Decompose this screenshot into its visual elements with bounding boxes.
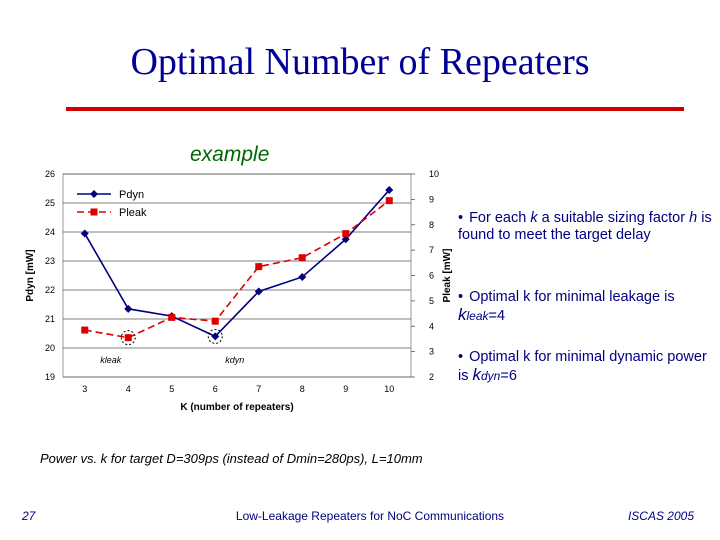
annotation-circle-kleak [120,330,136,346]
data-point-pleak [342,230,350,238]
figure-caption: Power vs. k for target D=309ps (instead … [40,451,423,466]
y-left-tick-label: 23 [45,256,55,266]
x-tick-label: 10 [384,384,394,394]
x-tick-label: 7 [256,384,261,394]
data-point-pleak [124,334,132,342]
slide-subtitle: example [190,143,270,166]
y-left-tick-label: 21 [45,314,55,324]
bullet-dynamic: • Optimal k for minimal dynamic power is … [458,349,707,384]
data-point-pleak [81,326,89,334]
y-right-tick-label: 6 [429,271,434,281]
annotation-circle-kdyn [207,328,223,344]
y-right-tick-label: 8 [429,220,434,230]
legend-marker-pdyn [90,190,98,198]
y-left-axis-title: Pdyn [mW] [25,249,36,301]
legend-marker-pleak [90,208,98,216]
y-right-tick-label: 4 [429,321,434,331]
y-right-tick-label: 10 [429,169,439,179]
y-left-tick-label: 25 [45,198,55,208]
y-left-tick-label: 26 [45,169,55,179]
data-point-pdyn [385,185,394,194]
x-tick-label: 8 [300,384,305,394]
y-left-tick-label: 22 [45,285,55,295]
data-point-pleak [298,254,306,262]
series-line-pdyn [84,189,390,338]
legend-label-pdyn: Pdyn [119,189,144,201]
data-point-pleak [168,313,176,321]
y-right-tick-label: 7 [429,245,434,255]
data-point-pdyn [298,272,307,281]
y-right-axis-title: Pleak [mW] [442,249,453,303]
x-tick-label: 4 [126,384,131,394]
y-right-tick-label: 2 [429,372,434,382]
footer-venue: ISCAS 2005 [627,509,694,523]
y-left-tick-label: 24 [45,227,55,237]
x-tick-label: 5 [169,384,174,394]
bullet-sizing: • For each k a suitable sizing factor h i… [458,210,712,243]
y-left-tick-label: 20 [45,343,55,353]
annotation-label-kleak: kleak [100,355,122,365]
y-right-tick-label: 5 [429,296,434,306]
bullet-leakage: • Optimal k for minimal leakage is kleak=… [458,289,675,324]
x-axis-title: K (number of repeaters) [180,402,293,413]
x-tick-label: 6 [213,384,218,394]
data-point-pleak [211,317,219,325]
x-tick-label: 3 [82,384,87,394]
series-line-pleak [84,200,390,339]
legend-label-pleak: Pleak [119,207,147,219]
slide-title: Optimal Number of Repeaters [130,41,590,83]
title-rule [66,107,684,111]
data-point-pdyn [80,229,89,238]
data-point-pleak [385,197,393,205]
data-point-pdyn [254,287,263,296]
y-right-tick-label: 3 [429,347,434,357]
footer-title: Low-Leakage Repeaters for NoC Communicat… [235,509,505,523]
x-tick-label: 9 [343,384,348,394]
y-right-tick-label: 9 [429,194,434,204]
data-point-pdyn [341,235,350,244]
data-point-pleak [255,263,263,271]
data-point-pdyn [124,304,133,313]
plot-frame [62,173,412,378]
data-point-pdyn [211,332,220,341]
annotation-label-kdyn: kdyn [225,355,244,365]
page-number: 27 [22,509,36,523]
y-left-tick-label: 19 [45,372,55,382]
